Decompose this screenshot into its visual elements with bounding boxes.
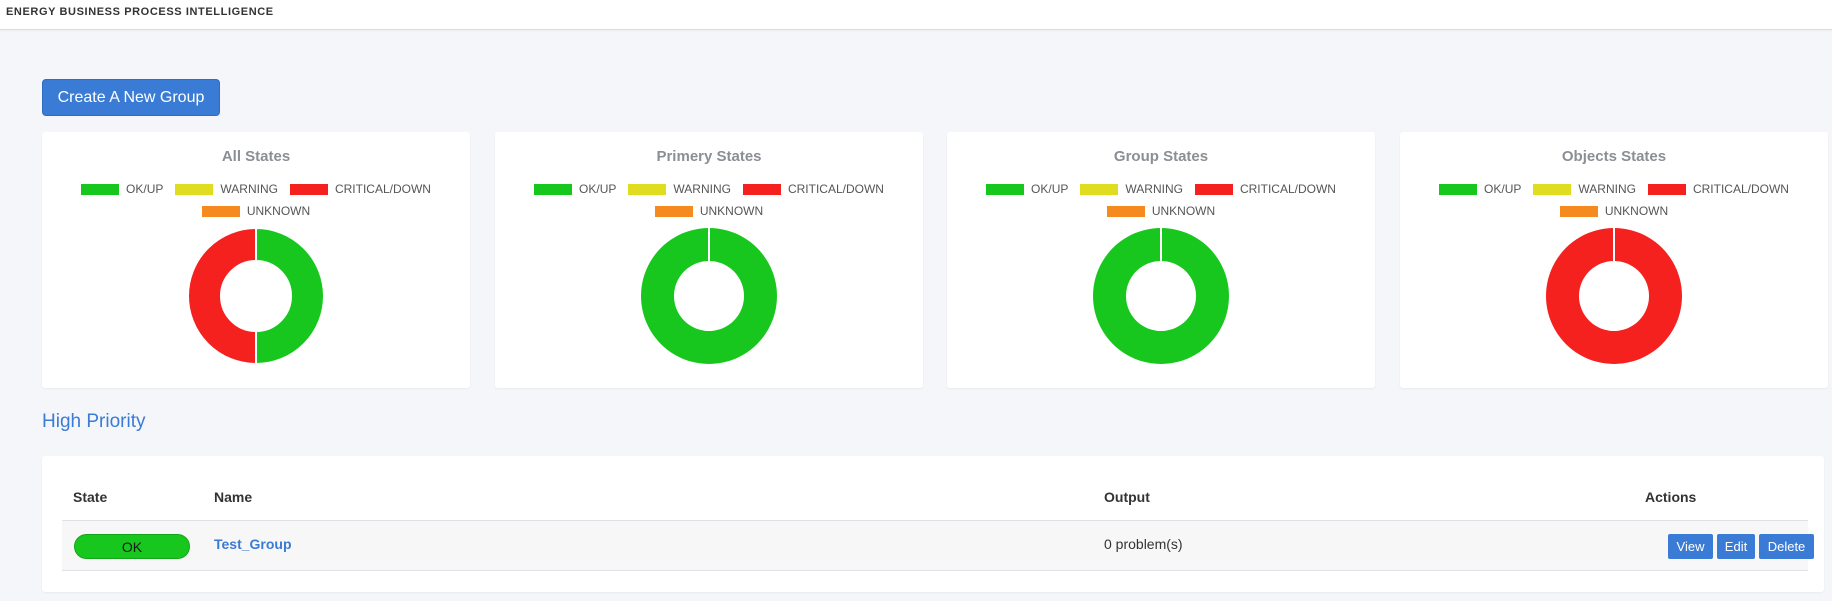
legend-item-critical[interactable]: CRITICAL/DOWN [1194,182,1336,196]
donut-chart [640,228,777,364]
legend-label: OK/UP [579,182,617,196]
legend-item-unknown[interactable]: UNKNOWN [654,204,764,218]
chart-legend: OK/UP WARNING CRITICAL/DOWN [1400,182,1828,196]
legend-item-warning[interactable]: WARNING [175,182,278,196]
legend-item-critical[interactable]: CRITICAL/DOWN [289,182,431,196]
legend-label: UNKNOWN [1151,204,1216,218]
column-header-actions: Actions [1645,489,1697,505]
donut-chart [1545,228,1682,364]
high-priority-title: High Priority [42,411,146,432]
chart-card: All States OK/UP WARNING CRITICAL/DOWN UNKNO… [42,132,470,388]
legend-label: UNKNOWN [1604,204,1669,218]
legend-item-warning[interactable]: WARNING [1080,182,1183,196]
legend-item-warning[interactable]: WARNING [1533,182,1636,196]
legend-label: CRITICAL/DOWN [787,182,884,196]
legend-item-ok[interactable]: OK/UP [81,182,163,196]
chart-legend: UNKNOWN [495,204,923,218]
legend-label: WARNING [220,182,278,196]
legend-swatch [289,183,328,195]
chart-title: Group States [1113,148,1209,165]
legend-swatch [654,205,693,217]
column-header-output: Output [1104,489,1150,505]
legend-swatch [628,183,667,195]
legend-label: WARNING [673,182,731,196]
legend-swatch [986,183,1025,195]
donut-chart [1092,228,1229,364]
legend-item-critical[interactable]: CRITICAL/DOWN [742,182,884,196]
legend-label: UNKNOWN [246,204,311,218]
chart-card: Objects States OK/UP WARNING CRITICAL/DOWN U… [1400,132,1828,388]
legend-label: OK/UP [126,182,164,196]
donut-slice-critical[interactable] [187,226,257,366]
column-header-name: Name [214,489,253,505]
legend-swatch [201,205,240,217]
legend-label: WARNING [1125,182,1183,196]
legend-swatch [175,183,214,195]
legend-swatch [1439,183,1478,195]
legend-swatch [81,183,120,195]
table-row: OK Test_Group 0 problem(s) View Edit Del… [62,521,1814,570]
donut-slice-critical[interactable] [1545,228,1682,364]
output-text: 0 problem(s) [1104,536,1183,552]
chart-legend: OK/UP WARNING CRITICAL/DOWN [42,182,470,196]
status-badge: OK [74,534,190,559]
legend-label: CRITICAL/DOWN [334,182,431,196]
legend-label: WARNING [1578,182,1636,196]
legend-item-ok[interactable]: OK/UP [1439,182,1521,196]
chart-card: Primery States OK/UP WARNING CRITICAL/DOWN U… [495,132,923,388]
top-bar: ENERGY BUSINESS PROCESS INTELLIGENCE [0,0,1832,30]
legend-item-unknown[interactable]: UNKNOWN [1559,204,1669,218]
legend-item-critical[interactable]: CRITICAL/DOWN [1647,182,1789,196]
group-name-link[interactable]: Test_Group [214,536,292,552]
legend-item-unknown[interactable]: UNKNOWN [201,204,311,218]
chart-legend: OK/UP WARNING CRITICAL/DOWN [947,182,1375,196]
chart-legend: OK/UP WARNING CRITICAL/DOWN [495,182,923,196]
legend-swatch [534,183,573,195]
chart-title: Primery States [656,148,762,165]
edit-button[interactable]: Edit [1717,534,1755,559]
legend-item-ok[interactable]: OK/UP [534,182,616,196]
legend-label: OK/UP [1484,182,1522,196]
legend-swatch [1647,183,1686,195]
header-divider [62,520,1808,521]
donut-slice-ok[interactable] [640,228,777,364]
legend-item-unknown[interactable]: UNKNOWN [1106,204,1216,218]
legend-swatch [1080,183,1119,195]
legend-swatch [742,183,781,195]
delete-button[interactable]: Delete [1759,534,1814,559]
legend-swatch [1533,183,1572,195]
legend-label: CRITICAL/DOWN [1239,182,1336,196]
donut-slice-ok[interactable] [255,226,325,366]
column-header-state: State [73,489,108,505]
legend-item-ok[interactable]: OK/UP [986,182,1068,196]
app-title: ENERGY BUSINESS PROCESS INTELLIGENCE [6,6,274,18]
chart-legend: UNKNOWN [42,204,470,218]
create-group-button[interactable]: Create A New Group [42,79,220,116]
legend-label: CRITICAL/DOWN [1692,182,1789,196]
legend-swatch [1194,183,1233,195]
row-divider [62,570,1808,571]
view-button[interactable]: View [1668,534,1713,559]
legend-label: UNKNOWN [699,204,764,218]
legend-swatch [1106,205,1145,217]
chart-legend: UNKNOWN [1400,204,1828,218]
chart-title: All States [221,148,291,165]
legend-swatch [1559,205,1598,217]
chart-title: Objects States [1561,148,1667,165]
donut-slice-ok[interactable] [1092,228,1229,364]
chart-legend: UNKNOWN [947,204,1375,218]
legend-label: OK/UP [1031,182,1069,196]
high-priority-table: State Name Output Actions OK Test_Group … [42,456,1824,592]
chart-card: Group States OK/UP WARNING CRITICAL/DOWN UNK… [947,132,1375,388]
donut-chart [187,226,325,366]
legend-item-warning[interactable]: WARNING [628,182,731,196]
